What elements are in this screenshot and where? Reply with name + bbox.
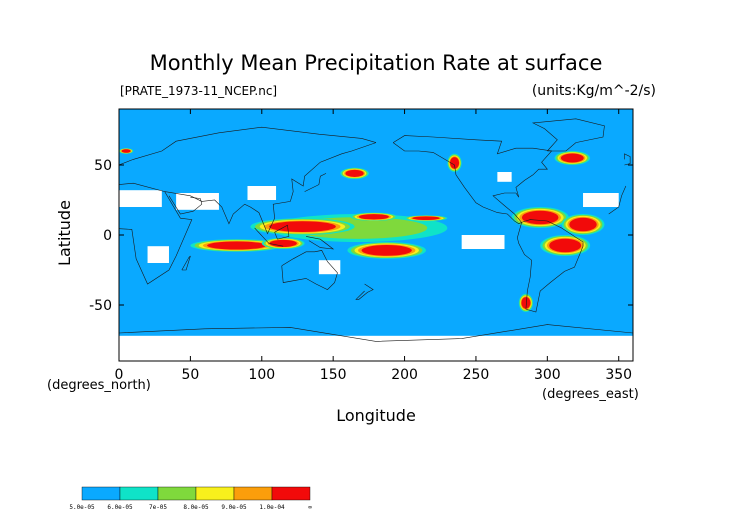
coastline [274, 224, 290, 240]
precip-blob [449, 157, 460, 169]
x-axis: 0 50 100 150 200 250 300 350 [115, 109, 632, 383]
precip-blob [345, 169, 364, 177]
coastline [305, 236, 335, 250]
y-axis: -50 0 50 [89, 158, 633, 314]
colorbar-swatch [157, 486, 197, 501]
precip-blob [521, 297, 531, 309]
missing-data-patch [119, 190, 162, 207]
coastline [608, 185, 627, 215]
coastlines [119, 118, 633, 342]
precip-blob [207, 241, 267, 250]
colorbar-label: 9.0e-05 [221, 504, 247, 511]
x-tick-label: 250 [463, 367, 490, 383]
x-tick-label: 0 [115, 367, 124, 383]
x-unit-label: (degrees_east) [542, 387, 639, 402]
colorbar-label: 6.0e-05 [107, 504, 133, 511]
coastline [517, 219, 584, 313]
coastline [119, 126, 377, 166]
coastline [281, 250, 338, 290]
y-axis-label: Latitude [55, 200, 74, 266]
colorbar-swatch [81, 486, 121, 501]
coastline [181, 255, 191, 271]
y-tick-label: 0 [103, 228, 112, 244]
colorbar-label: 1.0e-04 [259, 504, 285, 511]
missing-data-patch [497, 172, 512, 182]
colorbar-label: 8.0e-05 [183, 504, 209, 511]
x-tick-label: 100 [248, 367, 275, 383]
missing-data-patch [583, 193, 619, 207]
missing-data-patch [147, 246, 169, 263]
coastline [355, 283, 374, 300]
y-unit-label: (degrees_north) [47, 378, 151, 393]
x-axis-label: Longitude [336, 406, 416, 425]
precip-cells [119, 109, 633, 361]
coastline [392, 135, 553, 225]
colorbar-swatch [233, 486, 273, 501]
missing-data-patch [318, 260, 341, 275]
precip-blob [569, 217, 597, 232]
coastline [254, 227, 284, 247]
coastline [304, 173, 327, 192]
units-subtitle: (units:Kg/m^-2/s) [532, 83, 656, 99]
colorbar-label: ∞ [308, 504, 312, 511]
missing-data-patch [247, 186, 277, 200]
y-tick-label: -50 [89, 298, 112, 314]
precip-blob [549, 238, 582, 253]
coastline [119, 182, 193, 285]
coastline [119, 324, 633, 342]
missing-data-patch [176, 193, 219, 210]
precip-blob [269, 239, 297, 247]
precip-blob [521, 210, 559, 225]
colorbar: 5.0e-05 6.0e-05 7e-05 8.0e-05 9.0e-05 1.0e-04… [69, 486, 312, 511]
missing-data-patch [119, 347, 633, 361]
coastline [624, 153, 631, 166]
x-tick-label: 50 [181, 367, 199, 383]
file-subtitle: [PRATE_1973-11_NCEP.nc] [120, 84, 277, 98]
colorbar-label: 5.0e-05 [69, 504, 95, 511]
colorbar-swatch [119, 486, 159, 501]
x-tick-label: 150 [320, 367, 347, 383]
plot-area [119, 109, 633, 361]
precip-blob [560, 153, 584, 163]
precip-blob [361, 245, 412, 256]
colorbar-swatch [271, 486, 311, 501]
x-tick-label: 200 [391, 367, 418, 383]
x-tick-label: 350 [605, 367, 632, 383]
coastline [168, 195, 203, 215]
precip-blob [412, 216, 440, 220]
colorbar-swatch [195, 486, 235, 501]
precip-blob [121, 149, 131, 153]
chart-title: Monthly Mean Precipitation Rate at surfa… [150, 51, 603, 75]
missing-data-patch [461, 235, 505, 249]
precip-blob [358, 214, 389, 220]
coastline [531, 118, 605, 152]
y-tick-label: 50 [94, 158, 112, 174]
x-tick-label: 300 [534, 367, 561, 383]
colorbar-label: 7e-05 [149, 504, 167, 511]
coastline [164, 142, 377, 235]
precip-blob [269, 221, 336, 232]
